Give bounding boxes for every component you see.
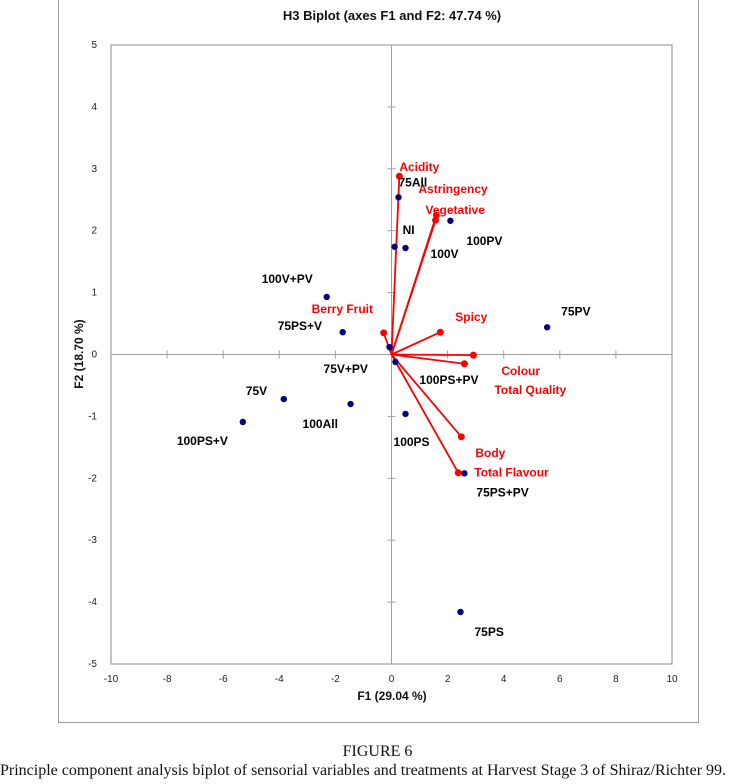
chart-frame: [58, 0, 699, 723]
variable-vector: [390, 354, 460, 474]
variable-vector: [390, 176, 401, 355]
variable-vector: [382, 332, 393, 355]
variable-label: Acidity: [399, 160, 439, 174]
y-tick-label: -3: [88, 535, 97, 546]
observation-point: [402, 410, 409, 418]
observation-point: [392, 358, 399, 366]
variable-vector: [391, 331, 441, 356]
variable-endpoint: [460, 360, 468, 368]
variable-label: Total Flavour: [474, 466, 549, 480]
x-tick-label: 8: [613, 674, 619, 685]
observation-label: 100All: [303, 417, 338, 431]
observation-label: 75All: [399, 175, 428, 189]
observation-label: 100PV: [466, 234, 502, 248]
variable-label: Vegetative: [426, 203, 486, 217]
observation-point: [386, 343, 393, 351]
observation-label: 100V+PV: [262, 272, 313, 286]
observation-label: 100V: [431, 247, 459, 261]
y-tick-label: -1: [88, 411, 97, 422]
observation-label: 100PS+V: [177, 434, 228, 448]
variable-endpoint: [432, 216, 440, 224]
variable-label: Spicy: [455, 310, 487, 324]
y-tick-label: 5: [91, 40, 97, 51]
x-tick-label: 10: [666, 674, 678, 685]
y-tick-label: -2: [88, 473, 97, 484]
observation-point: [323, 293, 330, 301]
y-tick-label: -4: [88, 597, 97, 608]
variable-label: Berry Fruit: [312, 302, 373, 316]
observation-label: 75PS+V: [278, 319, 322, 333]
observation-point: [391, 243, 398, 250]
x-tick-label: -4: [275, 674, 284, 685]
observation-point: [347, 400, 354, 408]
variable-vector: [391, 353, 474, 357]
x-tick-label: 6: [557, 674, 563, 685]
variable-vector: [390, 219, 437, 355]
y-tick-label: 3: [91, 164, 97, 175]
x-tick-label: -2: [331, 674, 340, 685]
observation-label: 100PS+PV: [419, 373, 478, 387]
observation-point: [280, 395, 287, 403]
observation-point: [461, 470, 468, 477]
y-tick-label: 0: [91, 350, 97, 361]
observation-point: [339, 329, 346, 336]
x-tick-label: -10: [104, 674, 119, 685]
observation-point: [543, 324, 551, 331]
figure-caption: Principle component analysis biplot of s…: [0, 762, 727, 779]
observation-label: 75PS: [475, 625, 504, 639]
chart-title: H3 Biplot (axes F1 and F2: 47.74 %): [283, 8, 501, 23]
observation-label: 75PS+PV: [476, 485, 528, 499]
variable-endpoint: [469, 351, 477, 359]
variable-vector: [391, 353, 465, 365]
observation-point: [395, 194, 402, 201]
observation-point: [239, 418, 247, 426]
observation-label: NI: [403, 223, 415, 237]
x-tick-label: 4: [501, 674, 507, 685]
observation-point: [457, 608, 464, 616]
variable-endpoint: [395, 172, 403, 180]
observation-point: [402, 244, 409, 252]
x-axis-label: F1 (29.04 %): [357, 689, 426, 703]
variable-endpoint: [457, 433, 465, 441]
observation-label: 75V: [246, 384, 267, 398]
variable-endpoint: [380, 329, 388, 337]
observation-label: 75V+PV: [324, 362, 368, 376]
variable-vector: [390, 353, 463, 438]
variable-label: Total Quality: [494, 383, 566, 397]
variable-endpoint: [454, 469, 462, 477]
figure-number: FIGURE 6: [342, 743, 413, 760]
observation-point: [447, 217, 454, 224]
variable-label: Colour: [501, 364, 540, 378]
x-tick-label: 0: [389, 674, 395, 685]
observation-label: 100PS: [394, 435, 430, 449]
x-tick-label: 2: [445, 674, 451, 685]
y-tick-label: 1: [91, 288, 97, 299]
biplot-chart: H3 Biplot (axes F1 and F2: 47.74 %) -10-…: [72, 8, 678, 703]
x-tick-label: -8: [163, 674, 172, 685]
variable-label: Body: [475, 446, 505, 460]
y-tick-label: 2: [91, 226, 97, 237]
y-axis-label: F2 (18.70 %): [72, 319, 86, 388]
y-tick-label: 4: [91, 102, 97, 113]
variable-label: Astringency: [418, 182, 488, 196]
variable-endpoint: [436, 328, 444, 336]
observation-label: 75PV: [561, 304, 590, 318]
x-tick-label: -6: [219, 674, 228, 685]
y-tick-label: -5: [88, 659, 97, 670]
